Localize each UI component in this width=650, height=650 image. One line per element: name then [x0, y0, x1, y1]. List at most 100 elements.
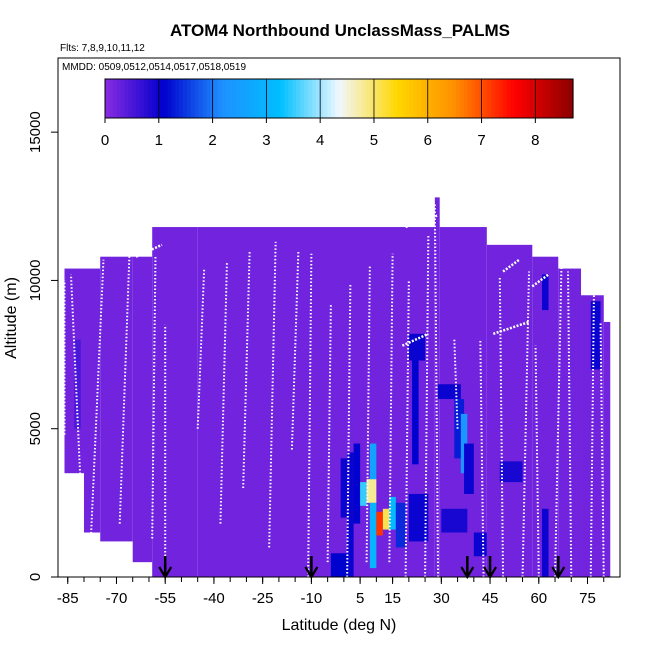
colorbar-tick-label: 6: [424, 132, 432, 149]
heatmap-cell: [499, 461, 523, 483]
colorbar-swatch: [483, 79, 488, 118]
flight-profile: [151, 256, 157, 539]
colorbar-swatch: [116, 79, 122, 118]
colorbar-swatch: [307, 79, 313, 118]
flight-profile: [534, 345, 540, 578]
flight-level-leg: [401, 332, 429, 347]
colorbar-swatch: [300, 79, 305, 118]
colorbar-tick-label: 8: [531, 132, 539, 149]
profile-layer: [63, 203, 605, 578]
colorbar-swatch: [510, 79, 516, 118]
heatmap-cell: [382, 508, 390, 530]
colorbar-swatch: [534, 79, 539, 118]
heatmap-cell: [412, 360, 419, 465]
colorbar-swatch: [475, 79, 480, 118]
colorbar-swatch: [393, 79, 399, 118]
colorbar-swatch: [233, 79, 239, 118]
colorbar-swatch: [549, 79, 555, 118]
colorbar-swatch: [495, 79, 500, 118]
colorbar-swatch: [459, 79, 465, 118]
colorbar-swatch: [514, 79, 519, 118]
heatmap-cell: [389, 496, 396, 530]
flight-profile: [599, 321, 605, 578]
colorbar-tick-label: 7: [477, 132, 485, 149]
colorbar-swatch: [225, 79, 231, 118]
dates-subtitle: MMDD: 0509,0512,0514,0517,0518,0519: [62, 62, 246, 73]
colorbar-swatch: [440, 79, 445, 118]
y-tick-label: 0: [27, 573, 44, 581]
colorbar-swatch: [261, 79, 266, 118]
colorbar-swatch: [374, 79, 379, 118]
flight-profile: [219, 262, 228, 524]
colorbar-swatch: [436, 79, 441, 118]
colorbar-swatch: [444, 79, 449, 118]
colorbar-swatch: [397, 79, 402, 118]
colorbar-swatch: [405, 79, 410, 118]
heatmap-cell: [395, 502, 406, 548]
hotspot-layer: [74, 274, 601, 577]
flight-profile: [365, 265, 371, 563]
heatmap-cell: [369, 443, 377, 480]
colorbar-swatch: [229, 79, 235, 118]
colorbar-swatch: [342, 79, 348, 118]
colorbar-swatch: [198, 79, 204, 118]
x-tick-label: -25: [252, 590, 274, 607]
colorbar-swatch: [565, 79, 570, 118]
flight-profile: [196, 268, 206, 429]
colorbar-swatch: [257, 79, 262, 118]
flight-profile: [433, 203, 440, 578]
y-tick-label: 10000: [27, 260, 44, 302]
heatmap-cell: [460, 413, 468, 474]
colorbar-swatch: [331, 79, 336, 118]
colorbar-swatch: [420, 79, 426, 118]
colorbar-swatch: [502, 79, 508, 118]
colorbar-swatch: [151, 79, 157, 118]
colorbar-swatch: [155, 79, 161, 118]
colorbar-swatch: [448, 79, 453, 118]
y-axis: 0 5000 10000 15000: [27, 111, 58, 581]
flight-profile: [424, 235, 430, 578]
colorbar-swatch: [175, 79, 180, 118]
colorbar-swatch: [140, 79, 145, 118]
colorbar-swatch: [339, 79, 344, 118]
envelope-cell: [100, 256, 133, 542]
colorbar-swatch: [296, 79, 301, 118]
colorbar-swatch: [541, 79, 547, 118]
flight-profile: [307, 253, 313, 578]
colorbar-swatch: [530, 79, 535, 118]
flight-profile: [479, 339, 485, 578]
x-axis: -85 -70 -55 -40 -25 -10 5 15 30 45 60 75: [57, 577, 605, 607]
x-tick-label: 75: [579, 590, 596, 607]
colorbar-swatch: [280, 79, 285, 118]
colorbar-swatch: [292, 79, 297, 118]
flights-subtitle: Flts: 7,8,9,10,11,12: [60, 43, 145, 54]
colorbar-swatch: [120, 79, 126, 118]
flight-level-leg: [570, 249, 598, 264]
heatmap-cell: [441, 508, 468, 533]
flight-profile: [453, 339, 459, 429]
colorbar-swatch: [249, 79, 254, 118]
flight-profile: [242, 250, 251, 489]
colorbar-swatch: [409, 79, 414, 118]
colorbar-swatch: [463, 79, 469, 118]
heatmap-cell: [347, 452, 354, 577]
heatmap-cell: [590, 301, 601, 370]
colorbar-swatch: [389, 79, 395, 118]
flight-profile: [290, 250, 300, 450]
colorbar-swatch: [105, 79, 110, 118]
x-tick-label: 30: [433, 590, 450, 607]
flight-profile: [326, 304, 332, 563]
colorbar-swatch: [506, 79, 512, 118]
flight-level-leg: [492, 320, 530, 335]
colorbar-swatch: [144, 79, 149, 118]
flight-level-leg: [135, 243, 163, 258]
colorbar-swatch: [413, 79, 418, 118]
colorbar-swatch: [335, 79, 340, 118]
x-tick-label: -70: [106, 590, 128, 607]
colorbar-swatch: [183, 79, 188, 118]
colorbar-swatch: [545, 79, 551, 118]
envelope-layer: [64, 197, 611, 578]
colorbar-swatch: [190, 79, 196, 118]
colorbar-swatch: [163, 79, 168, 118]
